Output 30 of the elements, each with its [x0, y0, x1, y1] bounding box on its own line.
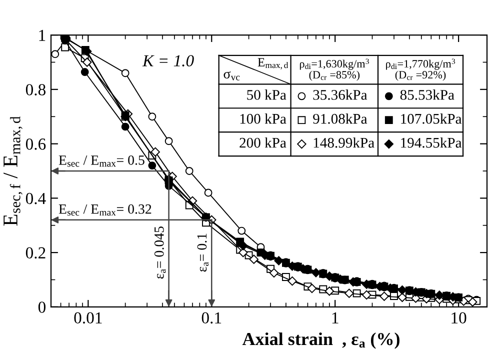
- legend-label: 35.36kPa: [313, 90, 368, 100]
- x-axis-title: Axial strain , ε$_{a}$ (%): [242, 332, 400, 349]
- ref-line-label: ε$_{a}$= 0.1: [197, 234, 209, 272]
- y-axis-title: E$_{sec,f}$ / E$_{max,d}$: [4, 116, 22, 226]
- text: ρ$_{di}$=1,770kg/m$^{3}$ (D$_{cr}$ =92%): [386, 58, 456, 81]
- annotation: σ$_{vc}$: [224, 71, 240, 80]
- text: ρ$_{di}$=1,630kg/m$^{3}$ (D$_{cr}$ =85%): [300, 58, 369, 81]
- x-tick-label: 0.01: [74, 312, 102, 324]
- y-tick-label: 0.4: [26, 192, 46, 204]
- annotation: E$_{max,d}$: [258, 58, 288, 70]
- legend-label: 107.05kPa: [401, 113, 462, 124]
- annotation: 100 kPa: [240, 113, 286, 124]
- ref-line-label: E$_{sec}$ / E$_{max}$= 0.32: [58, 204, 152, 216]
- annotation: 200 kPa: [240, 137, 286, 148]
- y-tick-label: 0: [38, 302, 46, 313]
- legend-label: 194.55kPa: [401, 137, 462, 148]
- legend-label: 85.53kPa: [400, 90, 454, 100]
- ref-line-label: ε$_{a}$= 0.045: [154, 226, 166, 279]
- legend-label: 148.99kPa: [314, 137, 374, 148]
- y-tick-label: 0.2: [26, 247, 46, 259]
- x-tick-label: 1: [332, 312, 338, 324]
- y-tick-label: 0.6: [26, 138, 46, 150]
- ref-line-label: E$_{sec}$ / E$_{max}$= 0.5: [58, 155, 144, 167]
- annotation: K = 1.0: [142, 55, 194, 66]
- legend-label: 91.08kPa: [313, 113, 368, 124]
- annotation: 50 kPa: [247, 90, 286, 100]
- y-tick-label: 1: [39, 30, 46, 41]
- y-tick-label: 0.8: [26, 84, 46, 96]
- x-tick-label: 0.1: [202, 312, 222, 324]
- x-tick-label: 10: [452, 312, 466, 324]
